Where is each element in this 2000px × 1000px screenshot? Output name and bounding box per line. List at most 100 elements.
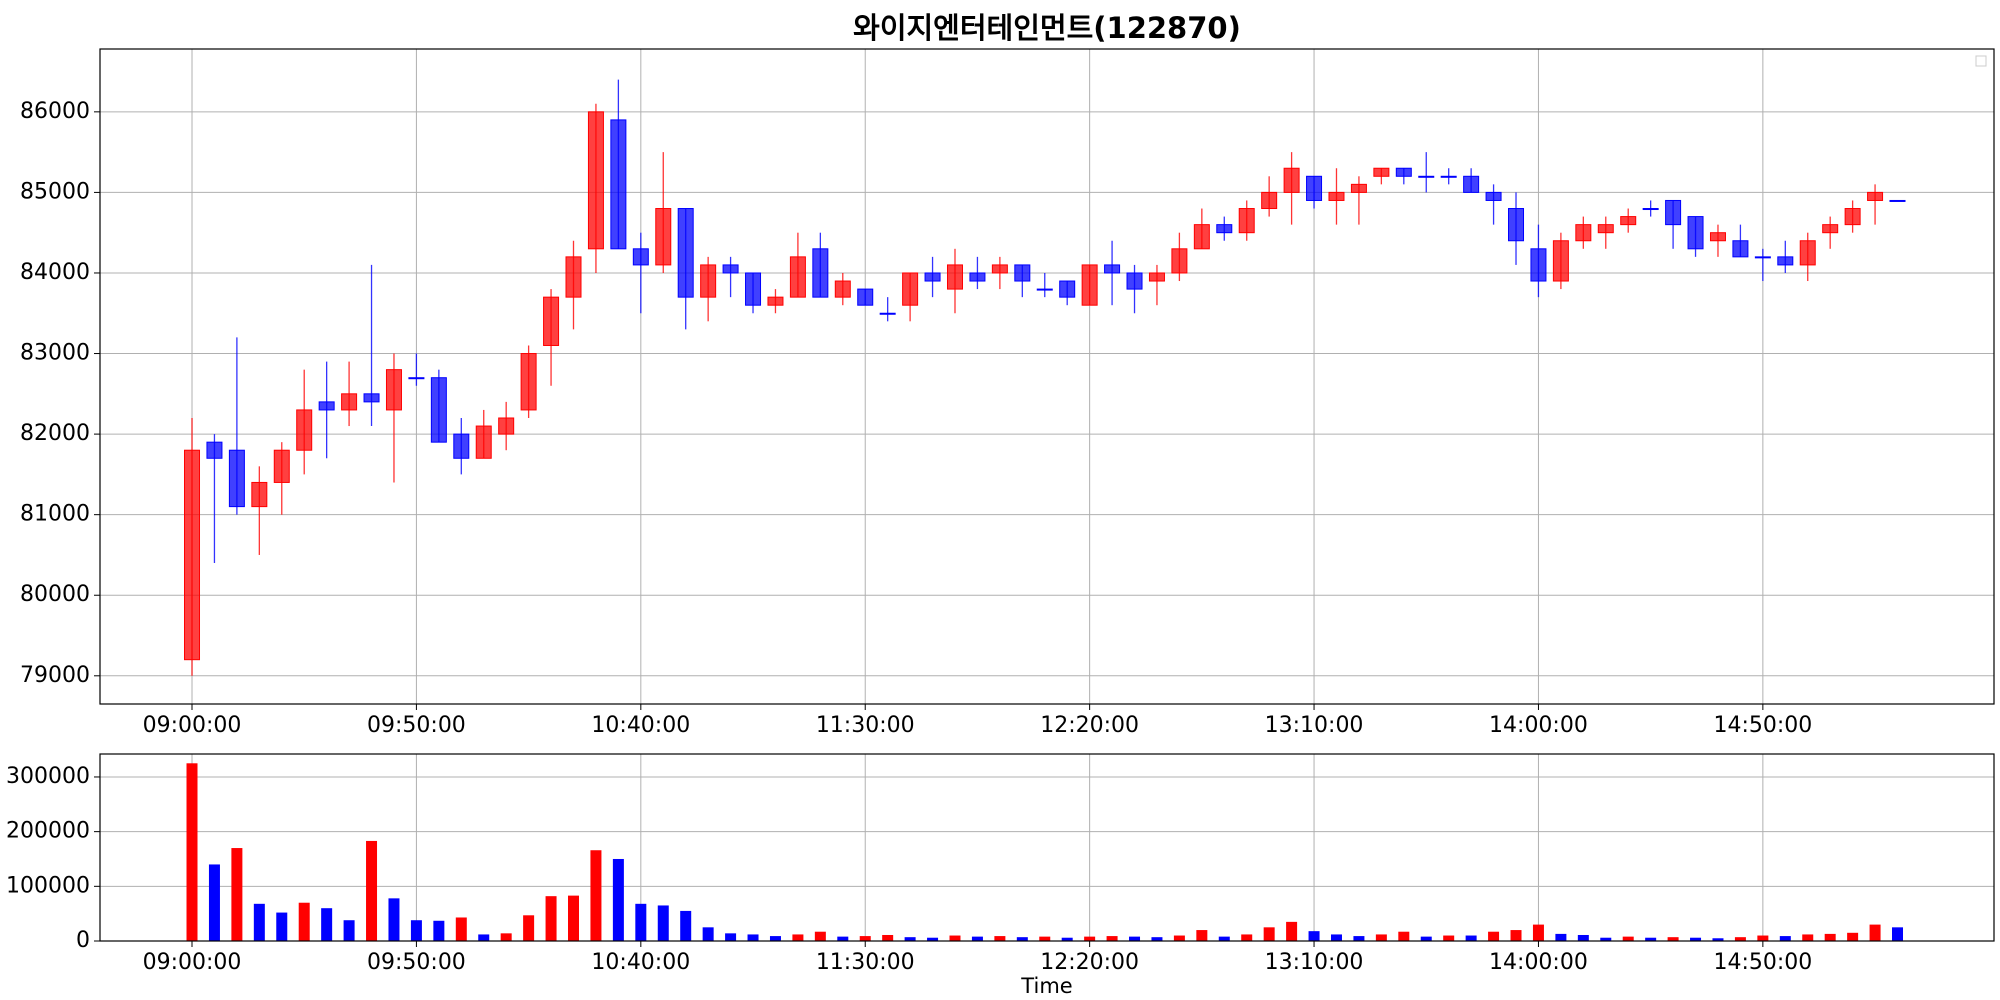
volume-bar (635, 903, 647, 941)
volume-bar (1600, 937, 1612, 941)
volume-bar (1129, 936, 1141, 941)
x-tick-label: 11:30:00 (816, 713, 915, 738)
candle-body (1552, 240, 1569, 282)
y-tick-label: 81000 (20, 502, 90, 527)
candle-body (475, 425, 492, 459)
candle-body (946, 264, 963, 290)
candle-body (363, 393, 380, 403)
plot-frame (99, 753, 1995, 942)
volume-bar (1173, 935, 1185, 941)
candle-body (543, 296, 560, 346)
candle-body (1867, 191, 1884, 201)
candle-body (1799, 240, 1816, 266)
volume-bar (859, 936, 871, 941)
candle-body (767, 296, 784, 306)
volume-bar (478, 934, 490, 941)
volume-bar (747, 934, 759, 941)
candle-body (1261, 191, 1278, 210)
candle-body (1508, 208, 1525, 242)
volume-bar (1241, 934, 1253, 941)
candle-body (1642, 208, 1659, 211)
volume-bar (657, 905, 669, 941)
candle-body (1148, 272, 1165, 282)
candle-body (879, 312, 896, 315)
candle-body (655, 208, 672, 266)
volume-bar (433, 920, 445, 941)
candle-body (565, 256, 582, 298)
volume-bar (186, 763, 198, 941)
volume-bar (1622, 936, 1634, 941)
candle-body (385, 369, 402, 411)
candle-body (408, 377, 425, 380)
volume-bar (253, 903, 265, 941)
x-tick-label: 09:00:00 (143, 950, 242, 975)
volume-bar (1039, 936, 1051, 941)
volume-bar (1847, 932, 1859, 941)
volume-bar (1712, 938, 1724, 941)
candle-body (834, 280, 851, 298)
candle-body (296, 409, 313, 451)
volume-bar (1353, 936, 1365, 941)
candle-body (206, 441, 223, 459)
volume-bar (1757, 935, 1769, 941)
candle-body (1306, 175, 1323, 201)
candle-body (1193, 224, 1210, 250)
volume-bar (208, 864, 220, 941)
volume-bar (231, 848, 243, 941)
candle-body (632, 248, 649, 266)
x-tick-label: 14:00:00 (1489, 713, 1588, 738)
candle-body (1350, 183, 1367, 193)
candle-body (1104, 264, 1121, 274)
volume-bar (612, 858, 624, 941)
candle-body (318, 401, 335, 411)
candle-body (857, 288, 874, 306)
volume-bar (523, 915, 535, 941)
candle-body (1665, 199, 1682, 226)
volume-bar (321, 908, 333, 941)
x-tick-label: 13:10:00 (1265, 950, 1364, 975)
volume-bar (814, 931, 826, 941)
x-tick-label: 12:20:00 (1040, 950, 1139, 975)
y-tick-label: 82000 (20, 421, 90, 446)
volume-bar (1061, 937, 1073, 941)
candle-body (430, 377, 447, 443)
y-tick-label: 85000 (20, 179, 90, 204)
candle-body (1463, 175, 1480, 193)
candle-body (1844, 208, 1861, 226)
volume-bar (1420, 936, 1432, 941)
candle-body (1014, 264, 1031, 282)
candle-body (251, 481, 268, 508)
candle-body (812, 248, 829, 298)
candle-body (1620, 216, 1637, 226)
x-tick-label: 14:00:00 (1489, 950, 1588, 975)
candle-body (722, 264, 739, 274)
candle-body (1036, 288, 1053, 291)
volume-bar (568, 895, 579, 941)
candle-body (1081, 264, 1098, 306)
candle-body (1059, 280, 1076, 298)
volume-bar (1375, 934, 1387, 941)
volume-bar (949, 935, 961, 941)
x-axis-label: Time (1020, 974, 1072, 998)
volume-bar (994, 936, 1006, 941)
candle-body (1126, 272, 1143, 290)
volume-bar (276, 912, 288, 941)
volume-bar (590, 850, 602, 941)
y-tick-label: 84000 (20, 260, 90, 285)
candle-body (1373, 167, 1390, 177)
candle-body (1395, 167, 1412, 177)
candle-body (677, 208, 694, 298)
x-tick-label: 13:10:00 (1265, 713, 1364, 738)
candle-body (1238, 208, 1255, 234)
volume-bar (1488, 931, 1500, 941)
x-tick-label: 09:50:00 (367, 713, 466, 738)
volume-bar (1802, 934, 1814, 941)
y-tick-label: 100000 (6, 873, 90, 898)
volume-bar (680, 910, 692, 941)
volume-bar (1645, 937, 1657, 941)
candle-body (1597, 224, 1614, 234)
candle-body (1889, 199, 1906, 202)
volume-bar (1330, 934, 1342, 941)
volume-bar (1555, 933, 1567, 941)
